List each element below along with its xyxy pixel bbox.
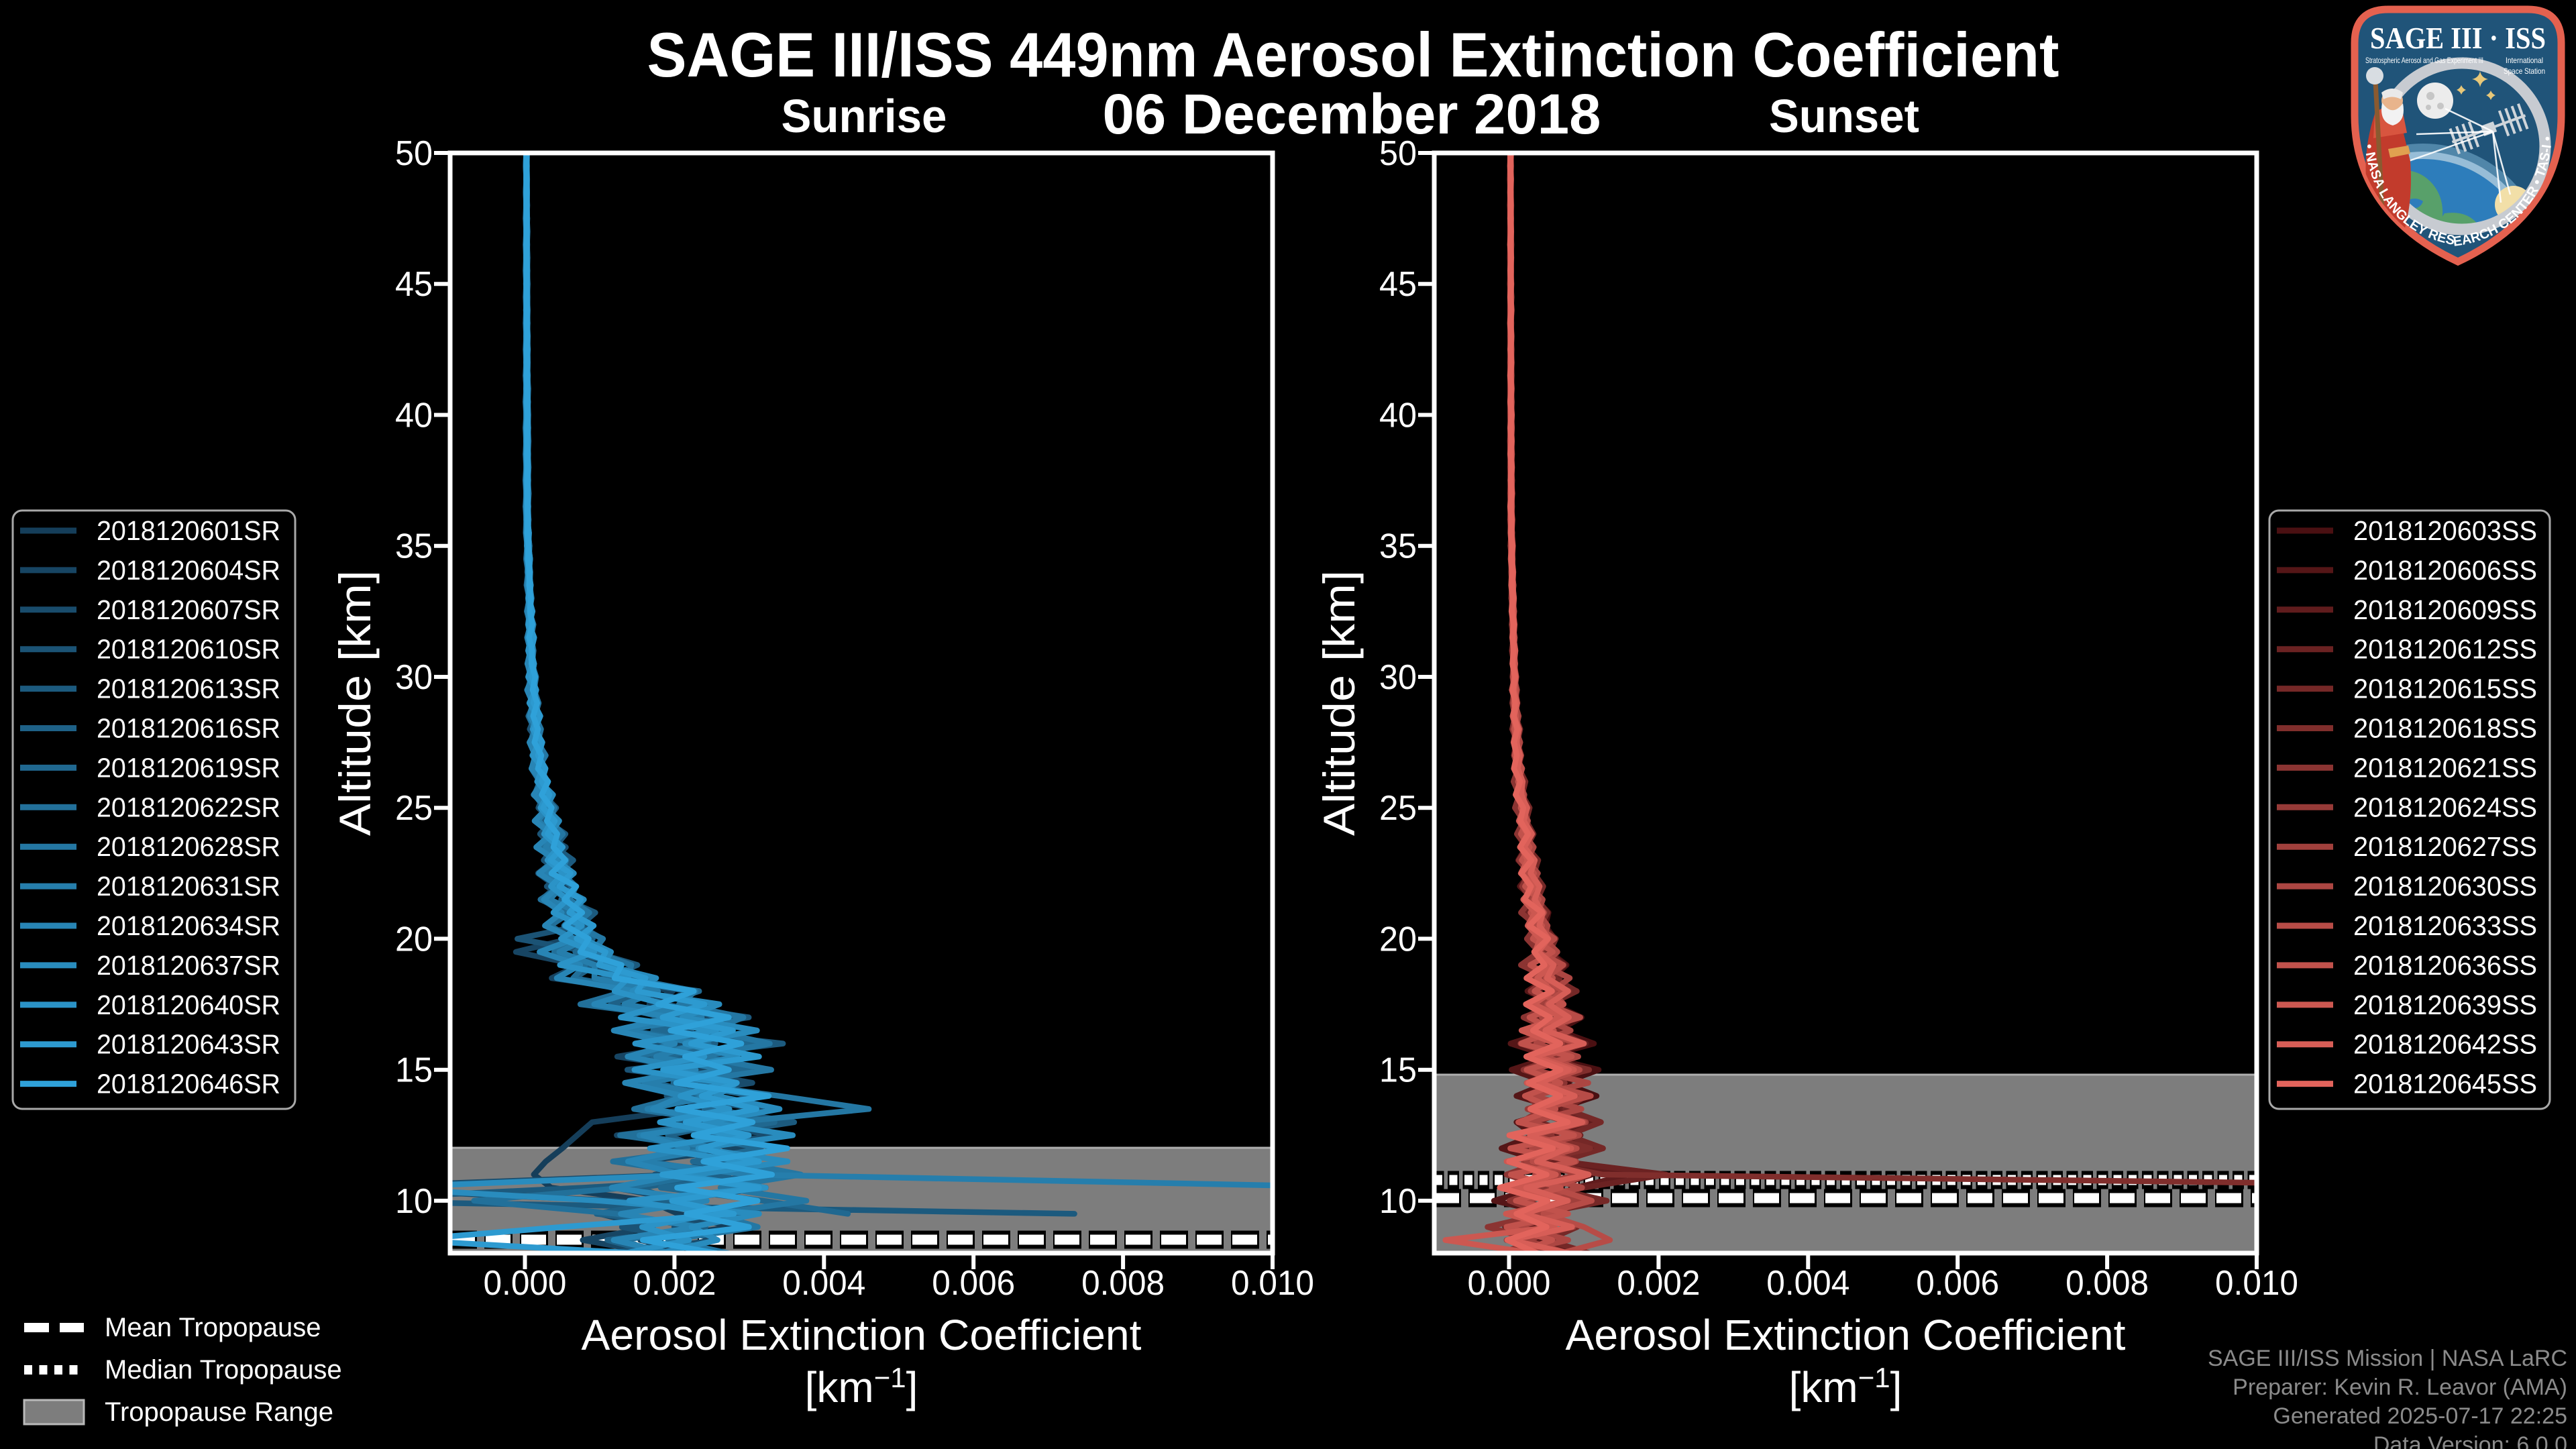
svg-text:2018120604SR: 2018120604SR	[97, 555, 280, 586]
svg-text:2018120639SS: 2018120639SS	[2353, 989, 2537, 1020]
svg-text:2018120645SS: 2018120645SS	[2353, 1069, 2537, 1099]
svg-text:45: 45	[395, 265, 433, 304]
svg-text:0.000: 0.000	[484, 1264, 567, 1303]
svg-text:40: 40	[1379, 396, 1417, 435]
svg-text:Aerosol Extinction Coefficient: Aerosol Extinction Coefficient	[1566, 1311, 2126, 1359]
svg-text:Aerosol Extinction Coefficient: Aerosol Extinction Coefficient	[582, 1311, 1142, 1359]
svg-text:SAGE III/ISS Mission | NASA La: SAGE III/ISS Mission | NASA LaRC	[2208, 1346, 2567, 1371]
svg-text:2018120606SS: 2018120606SS	[2353, 555, 2537, 586]
svg-text:2018120621SS: 2018120621SS	[2353, 752, 2537, 783]
svg-text:Data Version: 6.0.0: Data Version: 6.0.0	[2373, 1432, 2567, 1449]
svg-text:2018120646SR: 2018120646SR	[97, 1069, 280, 1099]
svg-text:2018120601SR: 2018120601SR	[97, 515, 280, 546]
svg-text:2018120618SS: 2018120618SS	[2353, 713, 2537, 744]
svg-text:2018120616SR: 2018120616SR	[97, 713, 280, 744]
svg-text:50: 50	[395, 134, 433, 173]
svg-text:20: 20	[1379, 920, 1417, 959]
svg-text:06 December 2018: 06 December 2018	[1103, 83, 1601, 146]
svg-text:2018120607SR: 2018120607SR	[97, 594, 280, 625]
svg-text:2018120610SR: 2018120610SR	[97, 634, 280, 665]
svg-text:0.006: 0.006	[1916, 1264, 1999, 1303]
svg-text:0.008: 0.008	[2065, 1264, 2149, 1303]
svg-text:Altitude [km]: Altitude [km]	[1314, 570, 1364, 836]
svg-text:15: 15	[1379, 1051, 1417, 1090]
svg-text:Stratospheric Aerosol and Gas: Stratospheric Aerosol and Gas Experiment…	[2365, 56, 2483, 65]
svg-text:2018120630SS: 2018120630SS	[2353, 871, 2537, 902]
svg-text:Mean Tropopause: Mean Tropopause	[105, 1313, 321, 1342]
svg-text:2018120631SR: 2018120631SR	[97, 871, 280, 902]
svg-text:Sunset: Sunset	[1769, 90, 1919, 142]
svg-text:0.004: 0.004	[782, 1264, 865, 1303]
svg-text:Preparer: Kevin R. Leavor (AMA: Preparer: Kevin R. Leavor (AMA)	[2233, 1375, 2567, 1400]
svg-text:2018120603SS: 2018120603SS	[2353, 515, 2537, 546]
svg-text:2018120624SS: 2018120624SS	[2353, 792, 2537, 822]
svg-text:2018120613SR: 2018120613SR	[97, 674, 280, 704]
svg-text:SAGE III · ISS: SAGE III · ISS	[2370, 21, 2546, 55]
svg-text:2018120628SR: 2018120628SR	[97, 831, 280, 862]
svg-text:2018120609SS: 2018120609SS	[2353, 594, 2537, 625]
svg-text:0.002: 0.002	[1617, 1264, 1700, 1303]
svg-text:Median Tropopause: Median Tropopause	[105, 1355, 342, 1385]
svg-text:2018120615SS: 2018120615SS	[2353, 674, 2537, 704]
svg-text:Space Station: Space Station	[2504, 66, 2545, 76]
svg-text:2018120637SR: 2018120637SR	[97, 950, 280, 981]
svg-text:Generated 2025-07-17 22:25: Generated 2025-07-17 22:25	[2273, 1403, 2567, 1429]
svg-text:40: 40	[395, 396, 433, 435]
svg-text:50: 50	[1379, 134, 1417, 173]
svg-text:2018120643SR: 2018120643SR	[97, 1029, 280, 1060]
svg-text:0.000: 0.000	[1468, 1264, 1551, 1303]
svg-text:0.006: 0.006	[932, 1264, 1015, 1303]
svg-text:2018120622SR: 2018120622SR	[97, 792, 280, 822]
svg-text:25: 25	[395, 789, 433, 828]
svg-text:2018120642SS: 2018120642SS	[2353, 1029, 2537, 1060]
svg-text:45: 45	[1379, 265, 1417, 304]
svg-text:15: 15	[395, 1051, 433, 1090]
svg-text:20: 20	[395, 920, 433, 959]
svg-text:30: 30	[1379, 658, 1417, 697]
svg-text:2018120634SR: 2018120634SR	[97, 910, 280, 941]
svg-text:0.002: 0.002	[633, 1264, 716, 1303]
svg-text:2018120633SS: 2018120633SS	[2353, 910, 2537, 941]
svg-text:SAGE III/ISS 449nm Aerosol Ext: SAGE III/ISS 449nm Aerosol Extinction Co…	[647, 19, 2059, 90]
svg-text:25: 25	[1379, 789, 1417, 828]
svg-text:Altitude [km]: Altitude [km]	[330, 570, 380, 836]
svg-text:10: 10	[1379, 1182, 1417, 1221]
svg-text:Sunrise: Sunrise	[782, 90, 947, 142]
svg-text:0.008: 0.008	[1081, 1264, 1165, 1303]
svg-text:0.010: 0.010	[1231, 1264, 1314, 1303]
svg-text:0.004: 0.004	[1766, 1264, 1849, 1303]
svg-text:Tropopause Range: Tropopause Range	[105, 1397, 333, 1427]
svg-text:2018120619SR: 2018120619SR	[97, 752, 280, 783]
svg-text:2018120612SS: 2018120612SS	[2353, 634, 2537, 665]
svg-text:2018120636SS: 2018120636SS	[2353, 950, 2537, 981]
svg-text:35: 35	[1379, 527, 1417, 566]
svg-text:10: 10	[395, 1182, 433, 1221]
svg-text:International: International	[2506, 56, 2543, 65]
svg-text:0.010: 0.010	[2215, 1264, 2298, 1303]
svg-text:35: 35	[395, 527, 433, 566]
svg-text:2018120640SR: 2018120640SR	[97, 989, 280, 1020]
svg-text:2018120627SS: 2018120627SS	[2353, 831, 2537, 862]
svg-text:30: 30	[395, 658, 433, 697]
